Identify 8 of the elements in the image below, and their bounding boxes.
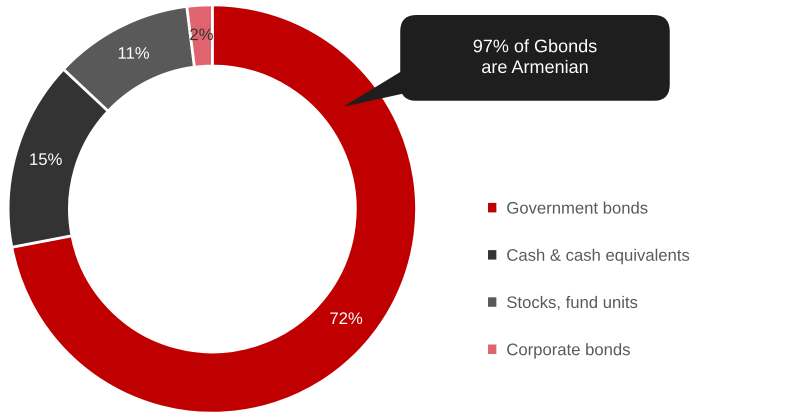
- legend-label: Stocks, fund units: [507, 296, 638, 310]
- legend-label: Corporate bonds: [507, 343, 630, 359]
- text: 97% of Gbonds are Armenian: [474, 39, 597, 74]
- legend-label: Cash & cash equivalents: [507, 248, 690, 264]
- data-label: 72%: [330, 312, 362, 324]
- legend-label: Government bonds: [507, 201, 648, 214]
- data-label: 15%: [30, 153, 62, 166]
- data-label: 11%: [118, 47, 150, 59]
